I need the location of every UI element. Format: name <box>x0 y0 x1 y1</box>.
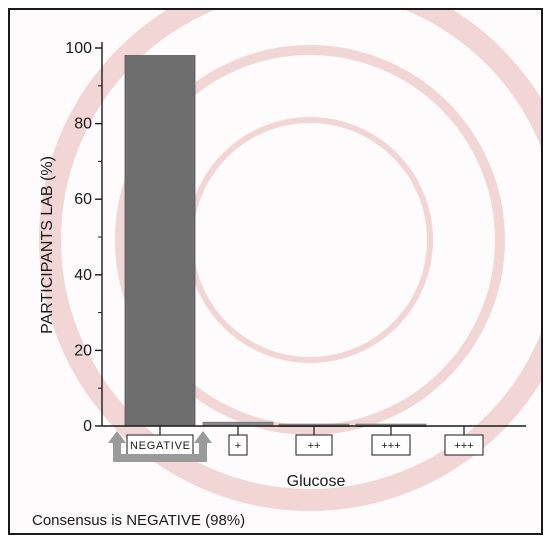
x-axis-title: Glucose <box>287 473 346 490</box>
watermark-ring-inner <box>115 45 505 435</box>
consensus-text: Consensus is NEGATIVE (98%) <box>32 512 246 529</box>
watermark-ring-outer <box>39 10 541 511</box>
arrow-bracket <box>113 443 207 462</box>
consensus-highlight-arrows <box>108 431 212 462</box>
category-box-4 <box>444 434 484 456</box>
y-axis-title: PARTICIPANTS LAB (%) <box>39 156 56 334</box>
category-label-4: +++ <box>454 440 473 452</box>
chart-panel: 0 20 40 60 80 100 NEGATIVE + ++ +++ +++ PARTICIPA… <box>8 8 543 535</box>
category-box-3 <box>371 434 411 456</box>
bar-0 <box>124 55 196 427</box>
axes-layer: 0 20 40 60 80 100 <box>65 40 526 435</box>
category-box-1 <box>228 434 248 456</box>
category-label-2: ++ <box>308 440 321 452</box>
category-labels-layer: NEGATIVE + ++ +++ +++ <box>108 431 484 462</box>
category-label-0: NEGATIVE <box>130 440 190 452</box>
y-tick-label-100: 100 <box>65 40 92 57</box>
y-tick-label-60: 60 <box>74 191 92 208</box>
category-label-1: + <box>235 440 241 452</box>
category-label-3: +++ <box>381 440 400 452</box>
bars-layer <box>124 55 427 428</box>
y-tick-label-80: 80 <box>74 116 92 133</box>
y-tick-label-0: 0 <box>83 418 92 435</box>
y-tick-label-20: 20 <box>74 342 92 359</box>
arrow-left-head <box>108 431 126 443</box>
arrow-right-head <box>194 431 212 443</box>
y-tick-label-40: 40 <box>74 267 92 284</box>
category-box-2 <box>295 434 333 456</box>
